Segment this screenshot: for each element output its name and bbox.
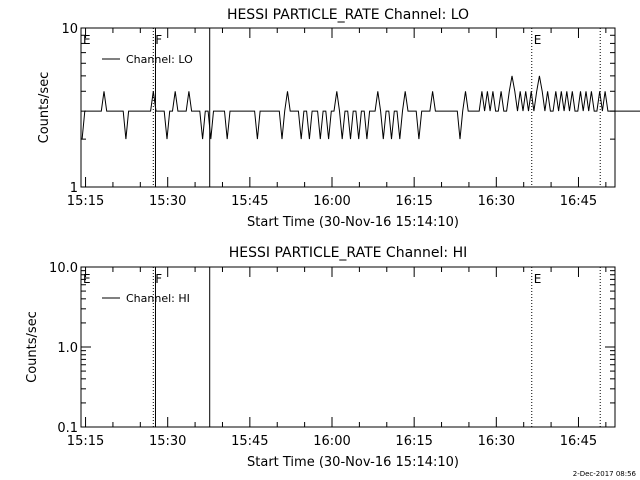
x-tick-label: 15:15	[67, 434, 104, 449]
x-tick-label: 16:15	[395, 194, 432, 209]
panel-hi: HESSI PARTICLE_RATE Channel: HI 0.1 1.0 10.…	[25, 245, 616, 470]
series-line	[81, 75, 640, 140]
x-axis-label: Start Time (30-Nov-16 15:14:10)	[247, 215, 459, 230]
y-axis-label: Counts/sec	[25, 311, 40, 383]
y-tick-label: 10.0	[49, 261, 78, 276]
x-tick-label: 16:45	[560, 194, 597, 209]
y-tick-label: 10	[61, 22, 78, 37]
y-tick-label: 0.1	[57, 421, 78, 436]
x-tick-label: 16:30	[478, 194, 515, 209]
x-tick-label: 16:15	[395, 434, 432, 449]
x-tick-label: 15:45	[231, 194, 268, 209]
x-tick-label: 15:15	[67, 194, 104, 209]
x-tick-label: 15:45	[231, 434, 268, 449]
plot-frame	[80, 27, 616, 188]
y-axis-label: Counts/sec	[37, 72, 52, 144]
y-tick-label: 1.0	[57, 341, 78, 356]
event-marker-label: E	[534, 33, 542, 47]
chart-title: HESSI PARTICLE_RATE Channel: HI	[229, 245, 467, 261]
event-marker-label: F	[155, 33, 162, 47]
x-tick-label: 16:30	[478, 434, 515, 449]
panel-lo: HESSI PARTICLE_RATE Channel: LO 1 10 Counts…	[37, 7, 640, 230]
event-marker-label: F	[155, 272, 162, 286]
x-tick-label: 16:00	[313, 194, 350, 209]
x-tick-label: 16:00	[313, 434, 350, 449]
event-marker-label: E	[83, 272, 91, 286]
event-marker-label: E	[83, 33, 91, 47]
plot-frame	[80, 266, 616, 428]
x-tick-label: 16:45	[560, 434, 597, 449]
x-axis-label: Start Time (30-Nov-16 15:14:10)	[247, 455, 459, 470]
legend-label: Channel: HI	[126, 292, 190, 305]
event-marker-label: E	[534, 272, 542, 286]
chart-title: HESSI PARTICLE_RATE Channel: LO	[227, 7, 469, 23]
footer-timestamp: 2-Dec-2017 08:56	[573, 470, 637, 478]
legend-label: Channel: LO	[126, 53, 193, 66]
x-tick-label: 15:30	[149, 194, 186, 209]
x-tick-label: 15:30	[149, 434, 186, 449]
y-tick-label: 1	[70, 181, 78, 196]
